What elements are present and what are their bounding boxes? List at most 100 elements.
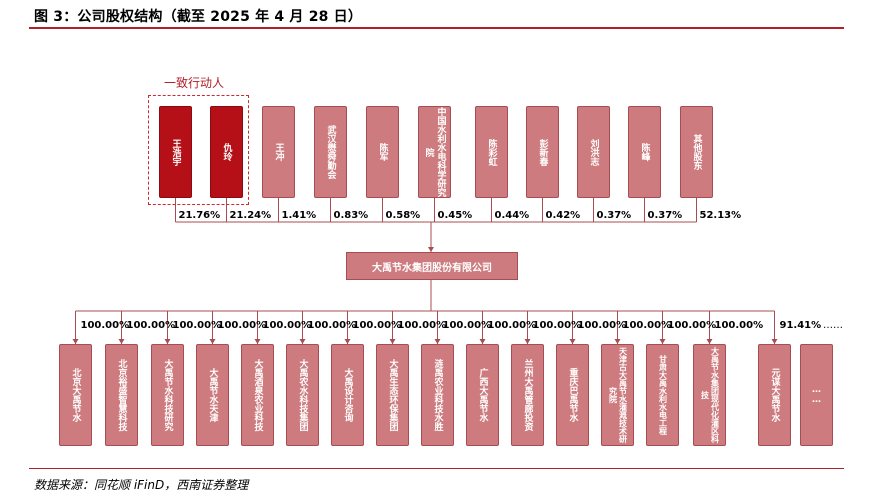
subsidiary-percentage: 100.00% [577, 320, 627, 331]
subsidiary-percentage: 91.41% [779, 320, 822, 331]
subsidiary-box: 甘肃大禹水利水电工程 [646, 344, 679, 446]
shareholder-percentage: 0.42% [545, 210, 581, 221]
more-subsidiaries-ellipsis: …… [823, 320, 843, 331]
subsidiary-box: 兰州大禹管廊投资 [511, 344, 544, 446]
subsidiary-percentage: 100.00% [80, 320, 130, 331]
shareholder-box: 武汉懋舜勤会 [314, 106, 347, 198]
subsidiary-percentage: 100.00% [307, 320, 357, 331]
subsidiary-percentage: 100.00% [397, 320, 447, 331]
subsidiary-name: 大禹节水科技研究 [162, 359, 173, 431]
subsidiary-percentage: 100.00% [352, 320, 402, 331]
subsidiary-percentage: 100.00% [217, 320, 267, 331]
shareholder-box: 陈军 [366, 106, 399, 198]
shareholder-percentage: 0.37% [596, 210, 632, 221]
subsidiary-name: 甘肃大禹水利水电工程 [658, 355, 668, 435]
shareholder-name: 仇玲 [221, 143, 232, 161]
shareholder-box: 彭新春 [526, 106, 559, 198]
subsidiary-name: 大禹酒泉农业科技 [252, 359, 263, 431]
subsidiary-name: 北京大禹节水 [70, 368, 81, 422]
subsidiary-name: 广西大禹节水 [477, 368, 488, 422]
subsidiary-box: 大禹酒泉农业科技 [241, 344, 274, 446]
subsidiary-box: 涟禹农业科技水胜 [421, 344, 454, 446]
subsidiary-arrow [299, 339, 306, 344]
source-note: 数据来源：同花顺 iFinD，西南证券整理 [34, 478, 249, 492]
subsidiary-name: …… [811, 385, 822, 405]
subsidiary-percentage: 100.00% [532, 320, 582, 331]
shareholder-box: 刘洪志 [577, 106, 610, 198]
shareholder-name: 其他股东 [691, 134, 702, 170]
subsidiary-arrow [209, 339, 216, 344]
subsidiary-percentage: 100.00% [262, 320, 312, 331]
subsidiary-name: 元谋大禹节水 [769, 368, 780, 422]
concert-party-label: 一致行动人 [164, 76, 225, 90]
subsidiary-name: 大禹节水集团现代化灌区科技 [700, 347, 720, 443]
subsidiary-arrow [254, 339, 261, 344]
top-rule [29, 27, 844, 29]
subsidiary-arrow [706, 339, 713, 344]
subsidiary-box: 北京大禹节水 [59, 344, 92, 446]
subsidiary-name: 兰州大禹管廊投资 [522, 359, 533, 431]
subsidiary-box: …… [800, 344, 833, 446]
subsidiary-arrow [389, 339, 396, 344]
subsidiary-arrow [569, 339, 576, 344]
subsidiary-name: 大禹设计咨询 [342, 368, 353, 422]
subsidiary-arrow [479, 339, 486, 344]
shareholder-name: 陈军 [377, 143, 388, 161]
bottom-rule [29, 468, 844, 469]
subsidiary-arrow [524, 339, 531, 344]
shareholder-name: 刘洪志 [588, 138, 599, 166]
shareholder-percentage: 52.13% [699, 210, 742, 221]
shareholder-name: 王浩宇 [170, 138, 181, 166]
shareholder-percentage: 1.41% [281, 210, 317, 221]
subsidiary-box: 广西大禹节水 [466, 344, 499, 446]
subsidiary-arrow [118, 339, 125, 344]
shareholder-percentage: 0.37% [647, 210, 683, 221]
shareholder-box: 陈峰 [628, 106, 661, 198]
shareholder-percentage: 0.45% [437, 210, 473, 221]
subsidiary-name: 大禹生态环保集团 [387, 359, 398, 431]
subsidiary-name: 重庆巴禹节水 [567, 368, 578, 422]
figure-title: 图 3：公司股权结构（截至 2025 年 4 月 28 日） [34, 9, 363, 25]
subsidiary-name: 涟禹农业科技水胜 [432, 359, 443, 431]
subsidiary-percentage: 100.00% [442, 320, 492, 331]
subsidiary-arrow [72, 339, 79, 344]
subsidiary-arrow [614, 339, 621, 344]
shareholder-box: 中国水利水电科学研究院 [418, 106, 451, 198]
subsidiary-arrow [659, 339, 666, 344]
subsidiary-box: 大禹节水天津 [196, 344, 229, 446]
shareholder-name: 陈峰 [639, 143, 650, 161]
subsidiary-percentage: 100.00% [126, 320, 176, 331]
subsidiary-box: 大禹节水集团现代化灌区科技 [693, 344, 726, 446]
subsidiary-percentage: 100.00% [487, 320, 537, 331]
shareholder-name: 王冲 [273, 143, 284, 161]
company-box: 大禹节水集团股份有限公司 [346, 252, 518, 280]
shareholder-percentage: 21.24% [229, 210, 272, 221]
shareholder-name: 中国水利水电科学研究院 [423, 107, 446, 197]
shareholder-box: 陈彩虹 [475, 106, 508, 198]
subsidiary-box: 北京裕盛智慧科技 [105, 344, 138, 446]
shareholder-percentage: 0.58% [385, 210, 421, 221]
subsidiary-box: 重庆巴禹节水 [556, 344, 589, 446]
subsidiary-percentage: 100.00% [714, 320, 764, 331]
shareholder-box: 仇玲 [210, 106, 243, 198]
subsidiary-arrow [771, 339, 778, 344]
shareholder-percentage: 21.76% [178, 210, 221, 221]
subsidiary-arrow [434, 339, 441, 344]
subsidiary-percentage: 100.00% [667, 320, 717, 331]
shareholder-name: 彭新春 [537, 138, 548, 166]
subsidiary-box: 天津古大禹节水灌溉技术研究院 [601, 344, 634, 446]
subsidiary-box: 元谋大禹节水 [758, 344, 791, 446]
shareholder-name: 武汉懋舜勤会 [325, 125, 336, 179]
shareholder-percentage: 0.83% [333, 210, 369, 221]
subsidiary-box: 大禹农水科技集团 [286, 344, 319, 446]
subsidiary-box: 大禹节水科技研究 [151, 344, 184, 446]
subsidiary-name: 大禹农水科技集团 [297, 359, 308, 431]
subsidiary-arrow [164, 339, 171, 344]
concert-party-group [148, 95, 249, 205]
subsidiary-name: 天津古大禹节水灌溉技术研究院 [608, 347, 628, 443]
shareholder-percentage: 0.44% [494, 210, 530, 221]
shareholder-box: 王浩宇 [159, 106, 192, 198]
subsidiary-box: 大禹生态环保集团 [376, 344, 409, 446]
subsidiary-box: 大禹设计咨询 [331, 344, 364, 446]
